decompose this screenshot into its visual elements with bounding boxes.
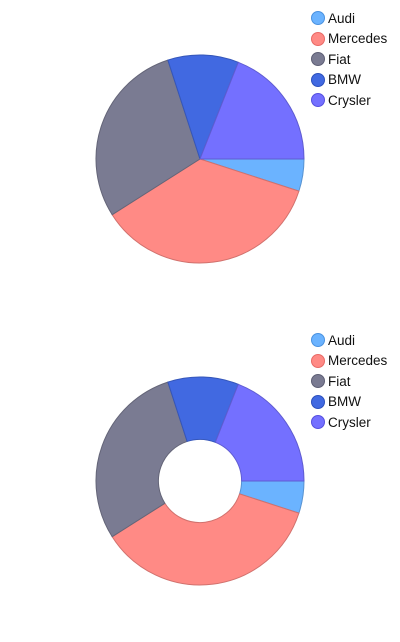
legend-swatch-fiat (311, 52, 325, 67)
legend-swatch-crysler (311, 415, 325, 430)
legend-item-mercedes[interactable]: Mercedes (311, 351, 400, 372)
legend-label-bmw: BMW (328, 72, 361, 88)
legend-label-bmw: BMW (328, 394, 361, 410)
legend-swatch-bmw (311, 394, 325, 409)
legend-item-fiat[interactable]: Fiat (311, 49, 400, 70)
slice-fiat[interactable] (95, 59, 201, 216)
donut-chart-canvas (95, 376, 305, 586)
legend-item-audi[interactable]: Audi (311, 330, 400, 351)
legend-label-mercedes: Mercedes (328, 31, 388, 47)
slice-fiat[interactable] (95, 381, 188, 538)
donut-chart: Audi Mercedes Fiat BMW Crysler (0, 322, 400, 642)
legend-label-crysler: Crysler (328, 92, 371, 108)
pie-chart-legend: Audi Mercedes Fiat BMW Crysler (311, 8, 400, 111)
legend-item-crysler[interactable]: Crysler (311, 412, 400, 433)
slice-bmw[interactable] (167, 54, 239, 160)
legend-swatch-fiat (311, 374, 325, 389)
legend-label-fiat: Fiat (328, 373, 351, 389)
legend-label-fiat: Fiat (328, 51, 351, 67)
legend-label-mercedes: Mercedes (328, 353, 388, 369)
legend-item-bmw[interactable]: BMW (311, 392, 400, 413)
legend-item-mercedes[interactable]: Mercedes (311, 29, 400, 50)
legend-label-audi: Audi (328, 10, 356, 26)
donut-chart-legend: Audi Mercedes Fiat BMW Crysler (311, 330, 400, 433)
legend-swatch-crysler (311, 93, 325, 108)
slice-mercedes[interactable] (111, 158, 300, 264)
legend-swatch-audi (311, 333, 325, 348)
legend-item-fiat[interactable]: Fiat (311, 371, 400, 392)
legend-swatch-mercedes (311, 353, 325, 368)
legend-label-crysler: Crysler (328, 414, 371, 430)
legend-item-bmw[interactable]: BMW (311, 70, 400, 91)
slice-mercedes[interactable] (111, 493, 300, 586)
legend-item-audi[interactable]: Audi (311, 8, 400, 29)
legend-item-crysler[interactable]: Crysler (311, 90, 400, 111)
legend-label-audi: Audi (328, 332, 356, 348)
pie-chart-canvas (95, 54, 305, 264)
pie-chart: Audi Mercedes Fiat BMW Crysler (0, 0, 400, 320)
slice-crysler[interactable] (199, 61, 305, 160)
legend-swatch-bmw (311, 72, 325, 87)
slice-crysler[interactable] (214, 383, 305, 482)
legend-swatch-mercedes (311, 31, 325, 46)
legend-swatch-audi (311, 11, 325, 26)
